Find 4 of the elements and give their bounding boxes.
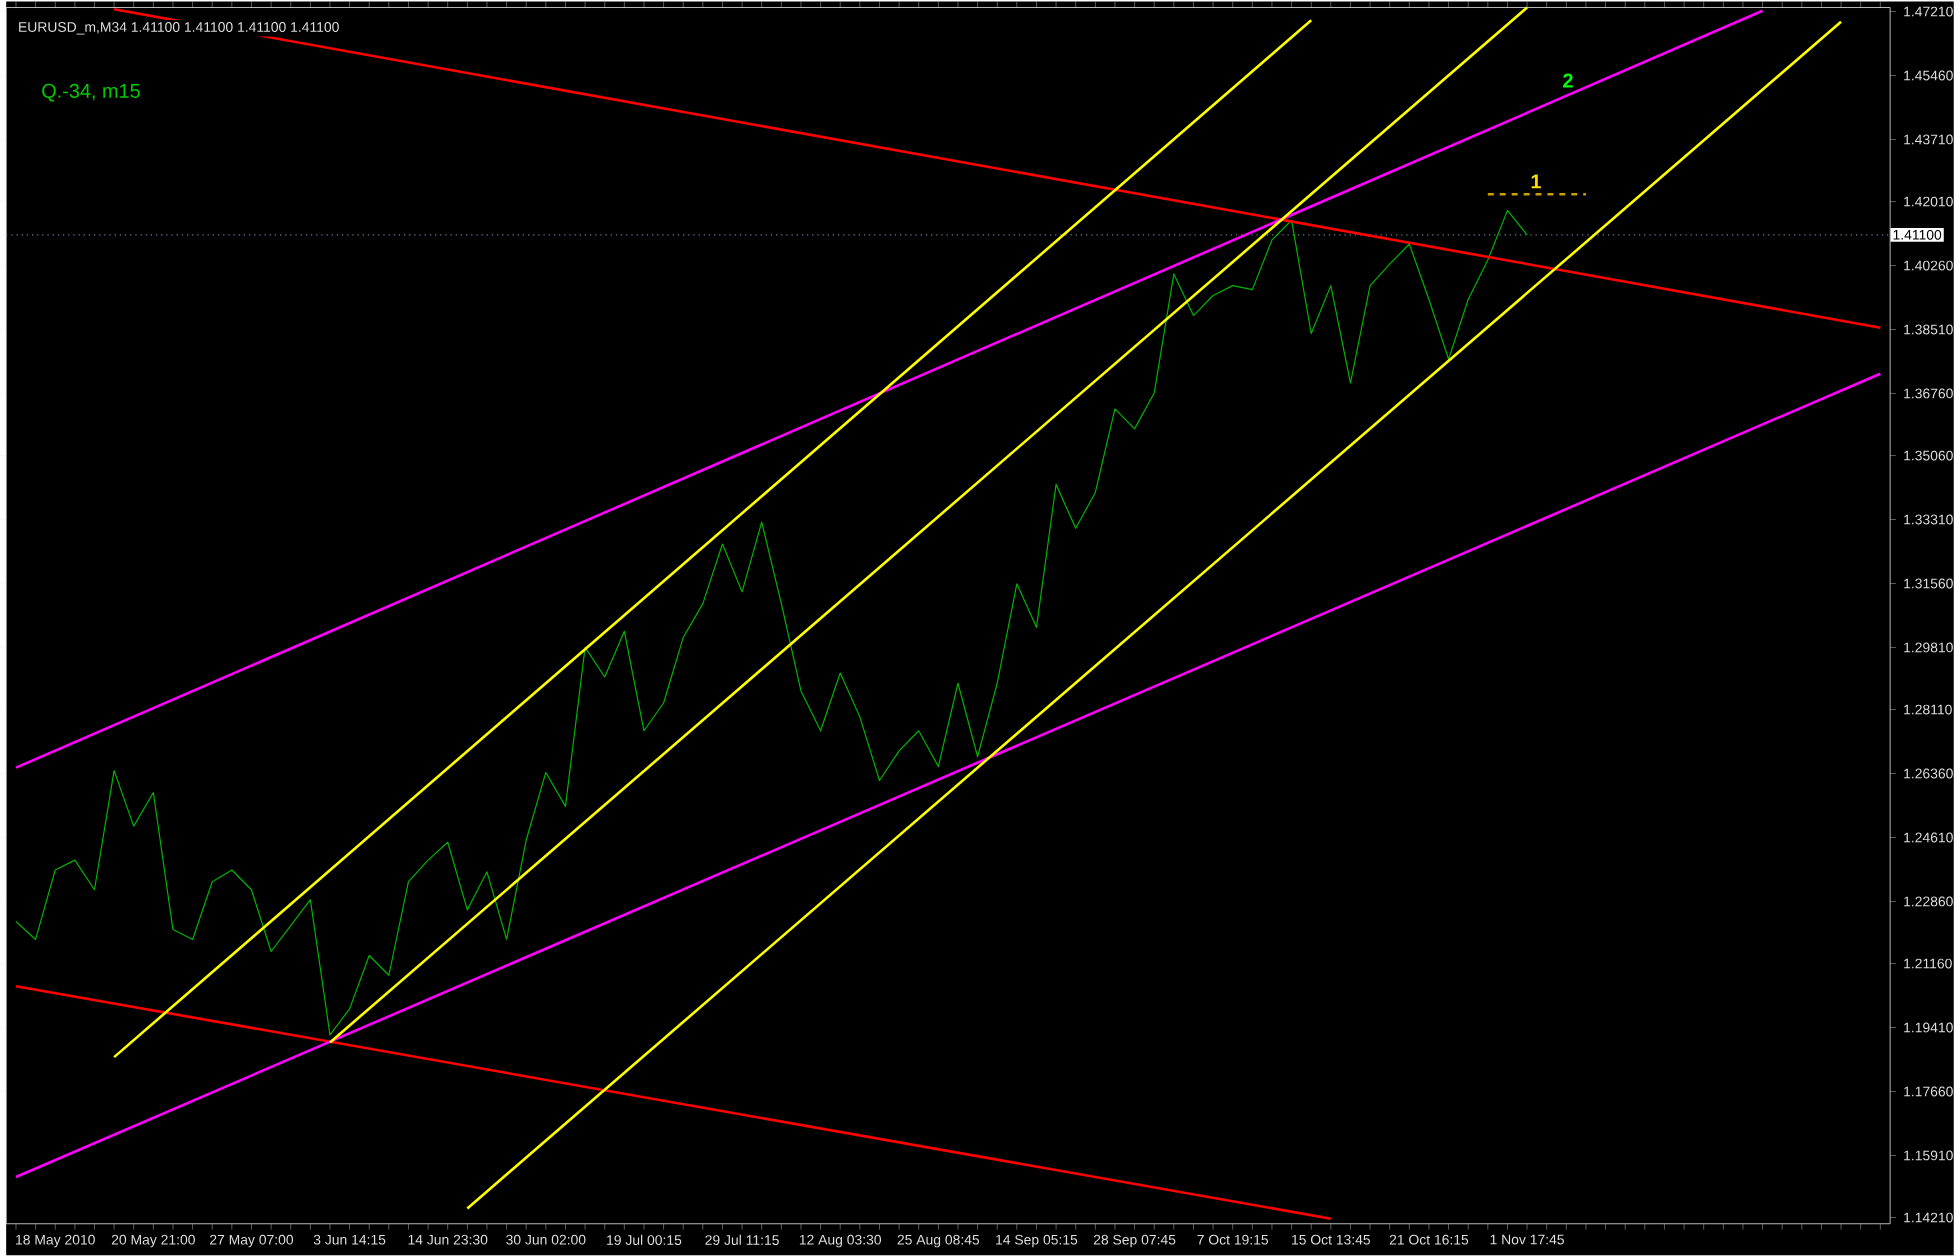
annotation: 1 [1531, 174, 1541, 189]
line-series [15, 209, 1528, 1036]
annotation: 2 [1563, 73, 1573, 88]
annotation: Q.-34, m15 [42, 84, 140, 102]
